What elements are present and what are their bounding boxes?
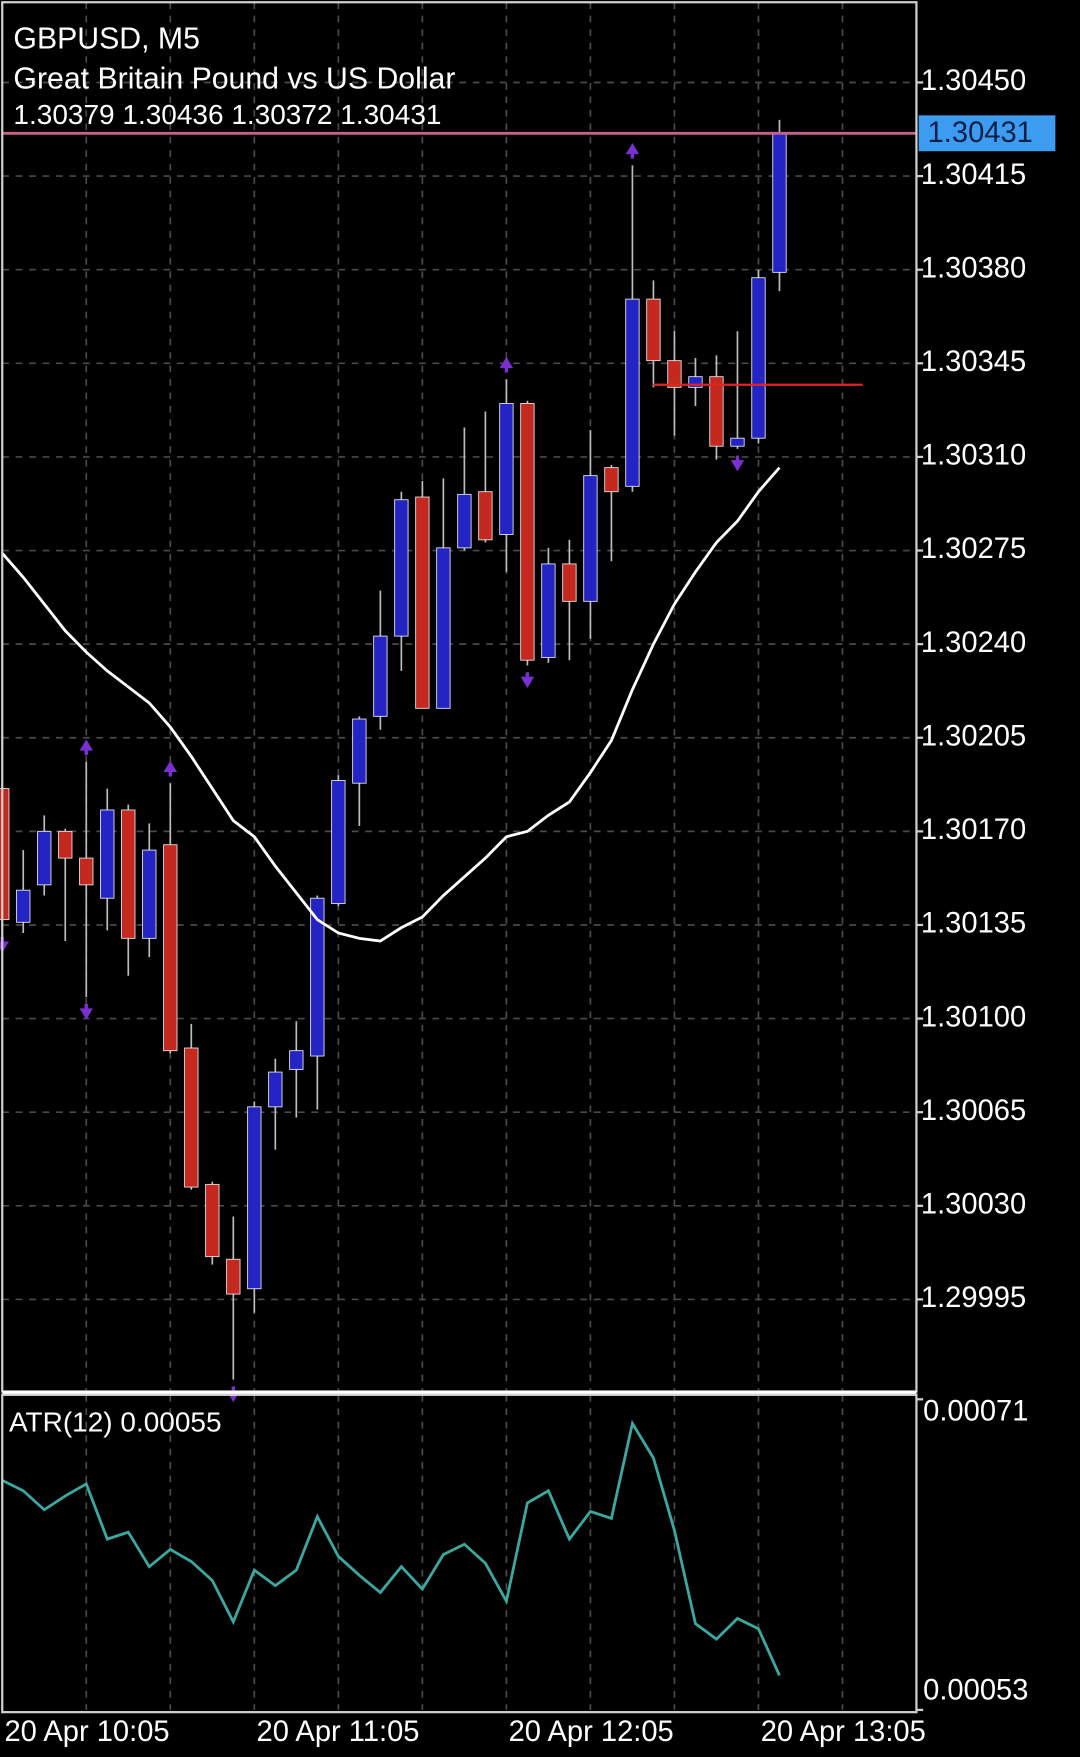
x-tick-label: 20 Apr 12:05 bbox=[509, 1716, 674, 1748]
candle-body bbox=[310, 897, 325, 1057]
candle-body bbox=[121, 809, 136, 939]
x-tick-label: 20 Apr 10:05 bbox=[4, 1716, 169, 1748]
y-tick-label: 1.30275 bbox=[921, 533, 1026, 565]
moving-average bbox=[1, 466, 781, 943]
fractal-down bbox=[79, 1003, 93, 1020]
candle-body bbox=[394, 499, 409, 637]
price-box bbox=[918, 115, 1056, 152]
candle-body bbox=[247, 1106, 262, 1290]
atr-pane-border bbox=[1, 1393, 918, 1714]
fractal-down bbox=[730, 455, 745, 472]
y-tick-label: 1.30100 bbox=[921, 1001, 1026, 1033]
atr-label: ATR(12) 0.00055 bbox=[9, 1406, 222, 1437]
candle-body bbox=[646, 298, 661, 362]
y-tick-label: 1.30030 bbox=[921, 1189, 1026, 1221]
candle-body bbox=[541, 563, 556, 658]
candle-body bbox=[730, 437, 745, 447]
fractal-up bbox=[499, 356, 514, 373]
x-tick-label: 20 Apr 11:05 bbox=[257, 1716, 420, 1748]
fractal-down bbox=[520, 672, 535, 688]
candle-body bbox=[142, 849, 157, 939]
candle-body bbox=[226, 1258, 241, 1295]
candle-body bbox=[436, 547, 451, 709]
y-tick-label: 1.30135 bbox=[921, 908, 1026, 940]
candle-body bbox=[373, 635, 388, 717]
y-tick-label: 1.29995 bbox=[921, 1282, 1026, 1314]
candle-body bbox=[100, 809, 115, 899]
candle-body bbox=[772, 132, 787, 273]
candle-body bbox=[79, 857, 94, 886]
y-tick-label: 1.30065 bbox=[921, 1095, 1026, 1127]
candle-body bbox=[688, 376, 703, 388]
price-label: 1.30431 bbox=[928, 117, 1033, 149]
symbol-title: GBPUSD, M5 bbox=[13, 22, 200, 55]
candle-body bbox=[58, 830, 73, 859]
candle-body bbox=[289, 1050, 304, 1070]
ohlc-readout: 1.30379 1.30436 1.30372 1.30431 bbox=[13, 99, 441, 130]
y-tick-label: 1.30170 bbox=[921, 814, 1026, 846]
candle-body bbox=[184, 1047, 199, 1188]
y-tick-label: 1.30380 bbox=[921, 252, 1026, 284]
fractal-up bbox=[79, 739, 93, 756]
candle-body bbox=[352, 718, 367, 784]
candle-body bbox=[268, 1071, 283, 1108]
y-tick-label: 1.30205 bbox=[921, 720, 1026, 752]
candle-body bbox=[499, 402, 514, 535]
grid bbox=[2, 2, 917, 1710]
y-tick-label: 1.30450 bbox=[921, 65, 1026, 97]
candle-body bbox=[562, 563, 577, 602]
candle-body bbox=[163, 844, 178, 1052]
candle-body bbox=[667, 360, 682, 388]
atr-tick-label: 0.00053 bbox=[923, 1675, 1028, 1707]
candle-body bbox=[751, 277, 766, 439]
atr-tick-label: 0.00071 bbox=[923, 1395, 1028, 1427]
fractal-up bbox=[625, 142, 640, 159]
candle-body bbox=[604, 467, 619, 493]
atr-line bbox=[1, 1419, 781, 1676]
y-tick-label: 1.30345 bbox=[921, 346, 1026, 378]
symbol-description: Great Britain Pound vs US Dollar bbox=[13, 63, 455, 96]
candle-body bbox=[331, 780, 346, 905]
candle-body bbox=[478, 491, 493, 541]
candle-body bbox=[415, 496, 430, 709]
candle-body bbox=[205, 1183, 220, 1258]
y-tick-label: 1.30240 bbox=[921, 627, 1026, 659]
candle-body bbox=[457, 493, 472, 549]
y-tick-label: 1.30415 bbox=[921, 159, 1026, 191]
candle-body bbox=[16, 889, 31, 923]
candle-body bbox=[709, 376, 724, 447]
candle-body bbox=[625, 298, 640, 487]
marks bbox=[0, 119, 917, 1676]
candle-body bbox=[520, 402, 535, 661]
candle-body bbox=[583, 475, 598, 602]
fractal-up bbox=[163, 760, 178, 777]
candle-body bbox=[37, 830, 52, 886]
x-tick-label: 20 Apr 13:05 bbox=[761, 1716, 926, 1748]
y-tick-label: 1.30310 bbox=[921, 440, 1026, 472]
